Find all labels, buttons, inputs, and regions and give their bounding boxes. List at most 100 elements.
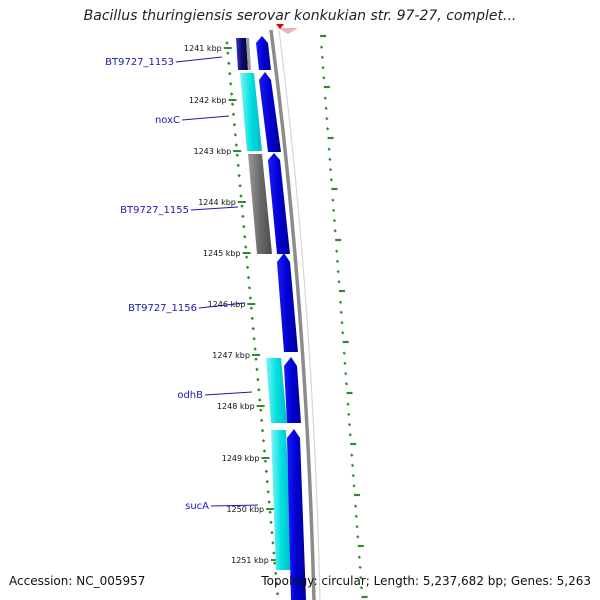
origin-marker bbox=[278, 28, 298, 34]
minor-tick bbox=[227, 61, 231, 66]
minor-tick bbox=[256, 377, 260, 382]
outer-tick bbox=[327, 147, 331, 151]
outer-tick bbox=[347, 422, 352, 427]
minor-tick bbox=[239, 194, 243, 198]
minor-tick bbox=[243, 245, 248, 249]
outer-tick bbox=[336, 269, 340, 274]
minor-tick bbox=[269, 520, 273, 525]
outer-tick bbox=[351, 473, 355, 478]
outer-tick bbox=[340, 320, 344, 325]
gene-label[interactable]: noxC bbox=[155, 115, 180, 126]
minor-tick bbox=[264, 469, 269, 474]
inner-tick-track bbox=[223, 41, 280, 596]
minor-tick bbox=[270, 530, 274, 535]
kbp-label: 1242 kbp bbox=[189, 96, 227, 105]
gene-leader-line bbox=[175, 56, 223, 63]
minor-tick bbox=[246, 275, 251, 280]
minor-tick bbox=[265, 479, 269, 484]
minor-tick bbox=[228, 71, 232, 76]
minor-tick bbox=[241, 214, 245, 219]
minor-tick bbox=[230, 102, 235, 106]
minor-tick bbox=[228, 82, 233, 86]
gene-arrow-odhb[interactable] bbox=[284, 357, 301, 423]
outer-tick bbox=[328, 157, 332, 162]
minor-tick bbox=[240, 204, 244, 208]
cog-block-suca[interactable] bbox=[271, 430, 292, 570]
outer-tick bbox=[332, 208, 336, 213]
backbone-inner bbox=[278, 29, 321, 600]
outer-tick bbox=[329, 178, 334, 182]
outer-tick bbox=[325, 127, 330, 131]
outer-tick bbox=[358, 565, 362, 570]
outer-tick bbox=[353, 504, 358, 508]
outer-tick bbox=[355, 524, 359, 529]
gene-label[interactable]: sucA bbox=[185, 501, 209, 512]
minor-tick bbox=[273, 561, 277, 565]
outer-tick bbox=[341, 331, 345, 335]
gene-label[interactable]: BT9727_1153 bbox=[105, 57, 174, 68]
kbp-label: 1251 kbp bbox=[231, 556, 269, 565]
gene-leader-line bbox=[190, 206, 239, 211]
outer-tick bbox=[342, 351, 346, 355]
outer-tick bbox=[321, 65, 325, 70]
minor-tick bbox=[261, 439, 266, 443]
outer-tick bbox=[356, 535, 360, 539]
outer-tick bbox=[357, 555, 361, 559]
minor-tick bbox=[252, 337, 256, 341]
minor-tick bbox=[259, 408, 263, 412]
minor-tick bbox=[245, 265, 250, 270]
minor-tick bbox=[238, 184, 242, 188]
gene-leader-line bbox=[181, 115, 230, 121]
outer-tick bbox=[359, 586, 364, 590]
gene-arrow-noxc[interactable] bbox=[259, 72, 281, 152]
outer-tick bbox=[324, 106, 328, 111]
gene-arrow-1153[interactable] bbox=[256, 36, 271, 70]
minor-tick bbox=[266, 490, 270, 494]
kbp-label: 1244 kbp bbox=[198, 198, 236, 207]
minor-tick bbox=[271, 541, 275, 545]
minor-tick bbox=[274, 581, 279, 586]
minor-tick bbox=[257, 388, 261, 392]
minor-tick bbox=[254, 357, 258, 361]
gene-leader-line bbox=[210, 504, 259, 507]
cog-block-odhb[interactable] bbox=[266, 358, 287, 423]
minor-tick bbox=[242, 224, 246, 229]
minor-tick bbox=[263, 459, 268, 463]
gene-arrow-1155[interactable] bbox=[268, 153, 290, 254]
outer-tick bbox=[347, 412, 351, 417]
gene-label[interactable]: BT9727_1156 bbox=[128, 303, 197, 314]
gene-label[interactable]: BT9727_1155 bbox=[120, 205, 189, 216]
outer-tick bbox=[335, 249, 339, 253]
outer-tick bbox=[344, 382, 349, 386]
minor-tick bbox=[233, 133, 238, 137]
outer-tick-track bbox=[319, 34, 368, 599]
minor-tick bbox=[235, 153, 239, 157]
cog-block-noxc[interactable] bbox=[240, 73, 262, 151]
minor-tick bbox=[253, 347, 257, 351]
outer-tick bbox=[329, 167, 333, 172]
gene-arrow-1156[interactable] bbox=[277, 253, 298, 352]
outer-tick bbox=[348, 433, 352, 437]
gene-label[interactable]: odhB bbox=[177, 390, 203, 401]
outer-tick bbox=[344, 371, 348, 376]
kbp-label: 1248 kbp bbox=[217, 402, 255, 411]
outer-tick bbox=[359, 575, 363, 580]
minor-tick bbox=[274, 571, 278, 576]
gene-leader-line bbox=[204, 391, 253, 396]
outer-tick bbox=[338, 300, 343, 304]
cog-block-1153[interactable] bbox=[236, 38, 248, 70]
cog-block-1155[interactable] bbox=[248, 154, 272, 254]
kbp-label: 1241 kbp bbox=[184, 44, 222, 53]
minor-tick bbox=[260, 428, 265, 433]
minor-tick bbox=[251, 326, 255, 331]
minor-tick bbox=[272, 551, 276, 555]
cog-block-1153-light bbox=[246, 38, 251, 70]
outer-tick bbox=[323, 96, 327, 100]
gene-arrow-suca[interactable] bbox=[287, 429, 306, 600]
outer-tick bbox=[319, 45, 324, 49]
gene-label-layer: BT9727_1153 noxC BT9727_1155 BT9727_1156odh… bbox=[105, 56, 259, 512]
outer-tick bbox=[320, 55, 324, 60]
kbp-label: 1247 kbp bbox=[212, 351, 250, 360]
minor-tick bbox=[267, 500, 271, 504]
